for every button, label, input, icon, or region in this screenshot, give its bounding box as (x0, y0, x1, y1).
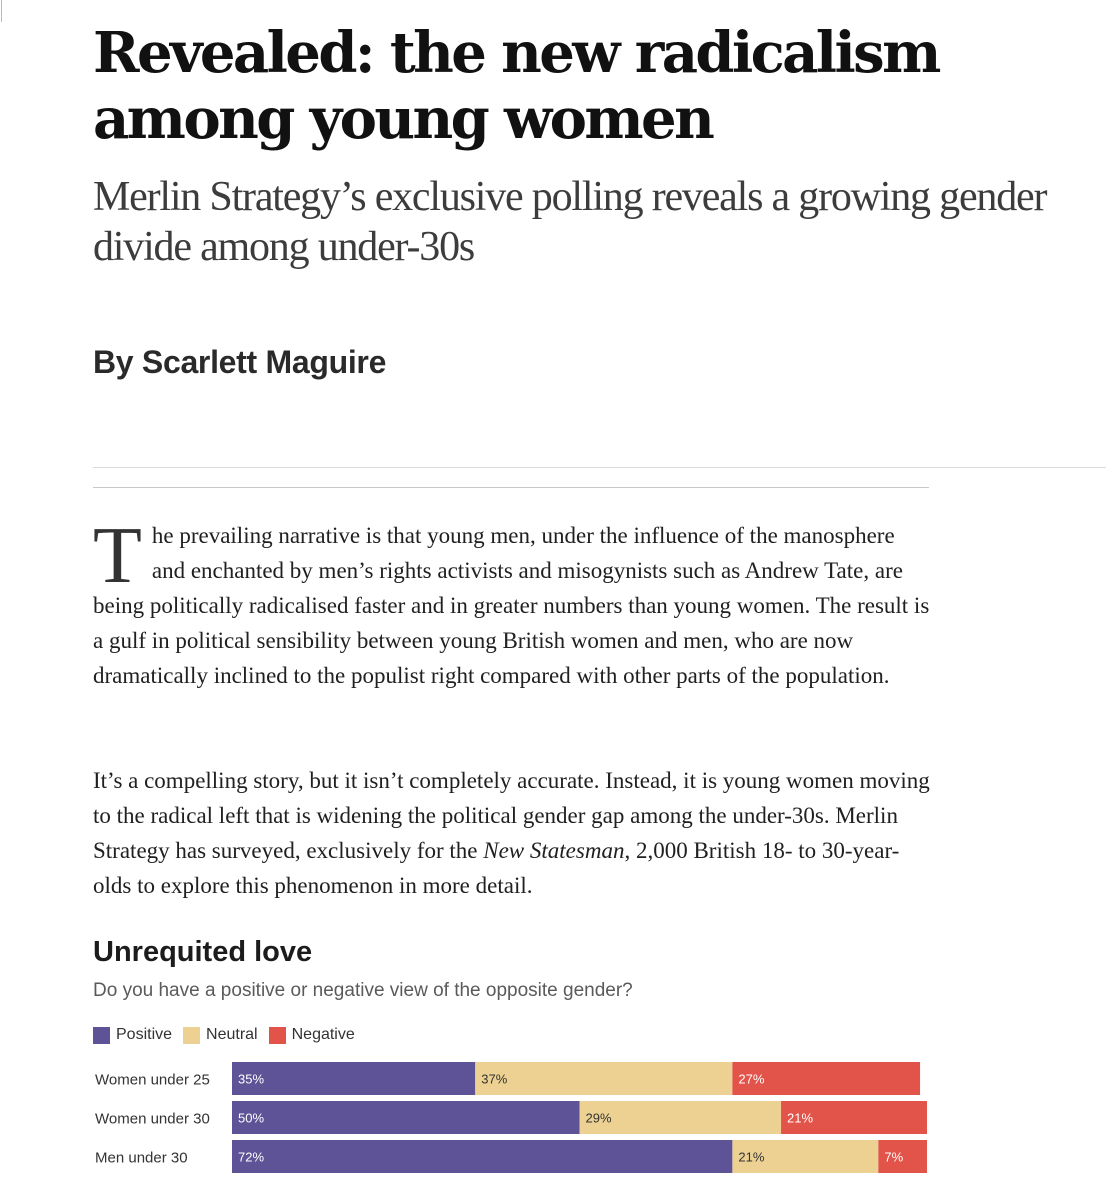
legend-label-neutral: Neutral (206, 1026, 258, 1043)
legend-item-neutral: Neutral (183, 1026, 258, 1044)
legend-swatch-negative (268, 1026, 286, 1044)
bar-segment-negative[interactable] (878, 1140, 927, 1173)
bar-segment-negative[interactable] (781, 1101, 927, 1134)
data-label: 21% (787, 1111, 813, 1126)
legend-swatch-positive (93, 1026, 110, 1044)
legend-label-positive: Positive (116, 1026, 173, 1043)
paragraph-2-text-before: It’s a compelling story, but it isn’t co… (93, 768, 930, 863)
bar-segment-positive[interactable] (232, 1140, 733, 1173)
bar-segment-positive[interactable] (232, 1062, 476, 1095)
paragraph-1-text: he prevailing narrative is that young me… (93, 523, 930, 688)
category-label: Women under 30 (95, 1111, 210, 1128)
byline[interactable]: By Scarlett Maguire (93, 344, 387, 380)
data-label: 37% (481, 1072, 507, 1087)
chart-title: Unrequited love (93, 936, 313, 968)
divider-short (93, 487, 929, 488)
data-label: 50% (238, 1111, 264, 1126)
bar-segment-positive[interactable] (232, 1101, 580, 1134)
top-divider (1, 0, 2, 22)
legend-swatch-neutral (183, 1026, 201, 1044)
headline: Revealed: the new radicalism among young… (93, 20, 941, 152)
chart-subtitle: Do you have a positive or negative view … (93, 980, 633, 1001)
data-label: 21% (738, 1150, 764, 1165)
legend-item-negative: Negative (268, 1026, 355, 1044)
data-label: 29% (586, 1111, 612, 1126)
legend-item-positive: Positive (93, 1026, 172, 1044)
bar-segment-neutral[interactable] (732, 1140, 879, 1173)
bar-segment-negative[interactable] (732, 1062, 921, 1095)
legend-label-negative: Negative (291, 1026, 355, 1043)
paragraph-2: It’s a compelling story, but it isn’t co… (93, 763, 933, 903)
divider-long (93, 467, 1106, 468)
data-label: 35% (238, 1072, 264, 1087)
bar-segment-neutral[interactable] (579, 1101, 782, 1134)
paragraph-2-text-after: , 2,000 British 18- to 30-year-olds to e… (93, 838, 900, 898)
data-label: 7% (884, 1150, 903, 1165)
data-label: 72% (238, 1150, 264, 1165)
publication-name: New Statesman (483, 838, 625, 863)
drop-cap: T (93, 512, 142, 600)
chart-legend: Positive Neutral Negative (93, 1026, 366, 1044)
category-label: Women under 25 (95, 1072, 210, 1089)
data-label: 27% (738, 1072, 764, 1087)
category-label: Men under 30 (95, 1150, 188, 1167)
bar-segment-neutral[interactable] (475, 1062, 733, 1095)
standfirst: Merlin Strategy’s exclusive polling reve… (93, 174, 1047, 270)
stacked-bar-chart: Women under 25 35% 37% 27% Women under 30 50%… (95, 1062, 927, 1173)
